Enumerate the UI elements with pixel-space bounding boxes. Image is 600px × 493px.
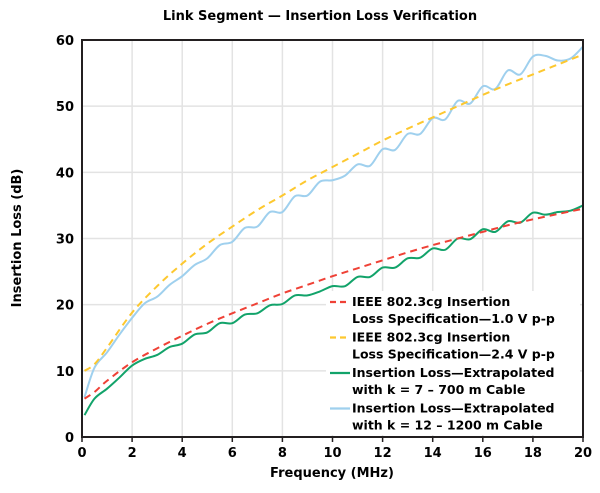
series-line-2 [83,204,584,416]
y-tick-label: 30 [56,233,74,248]
series-line-1 [83,53,584,372]
series-line-0 [83,207,584,400]
x-tick-label: 18 [524,446,542,461]
ticks: 0 2 4 6 8 10 12 14 16 18 20 0 10 20 30 40 50 60 [56,34,592,461]
x-tick-label: 20 [574,446,592,461]
x-axis-label: Frequency (MHz) [270,466,394,481]
legend: IEEE 802.3cg Insertion Loss Specification… [326,291,580,435]
legend-label: IEEE 802.3cg Insertion [352,294,510,309]
legend-label: Loss Specification—1.0 V p-p [352,311,555,326]
y-tick-label: 20 [56,299,74,314]
y-tick-label: 50 [56,100,74,115]
x-tick-label: 6 [228,446,237,461]
legend-label: Insertion Loss—Extrapolated [352,365,555,380]
y-tick-label: 0 [65,431,74,446]
y-axis-label: Insertion Loss (dB) [10,169,25,308]
legend-label: Loss Specification—2.4 V p-p [352,347,555,362]
x-tick-label: 4 [178,446,187,461]
y-tick-label: 40 [56,166,74,181]
legend-background [326,291,580,435]
x-tick-label: 8 [278,446,287,461]
y-tick-label: 10 [56,365,74,380]
legend-label: with k = 7 – 700 m Cable [352,382,525,397]
legend-label: Insertion Loss—Extrapolated [352,401,555,416]
chart-title: Link Segment — Insertion Loss Verificati… [163,9,477,24]
x-tick-label: 12 [374,446,392,461]
series-line-3 [83,45,584,398]
x-tick-label: 0 [77,446,86,461]
legend-label: with k = 12 – 1200 m Cable [352,418,543,433]
x-tick-label: 16 [474,446,492,461]
y-tick-label: 60 [56,34,74,49]
series-lines [83,45,584,416]
legend-label: IEEE 802.3cg Insertion [352,330,510,345]
x-tick-label: 10 [323,446,341,461]
x-tick-label: 2 [128,446,137,461]
x-tick-label: 14 [424,446,442,461]
